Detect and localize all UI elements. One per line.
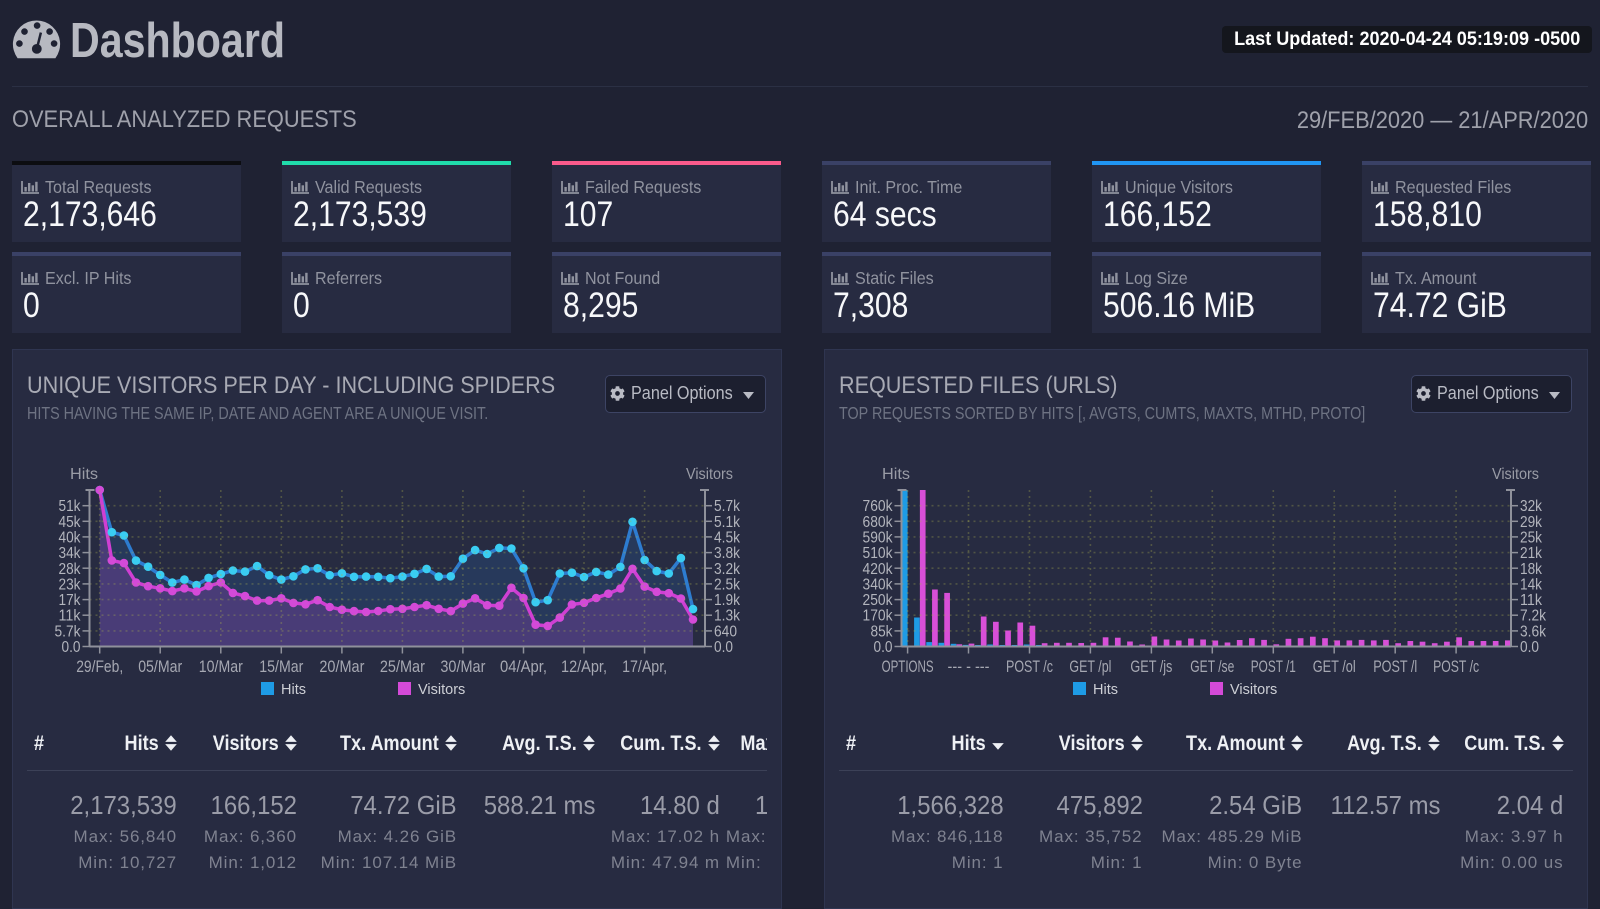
svg-text:17/Apr,: 17/Apr, — [622, 657, 667, 676]
svg-text:23k: 23k — [59, 576, 82, 593]
svg-text:15/Mar: 15/Mar — [259, 657, 303, 676]
svg-text:510k: 510k — [863, 545, 894, 562]
svg-text:760k: 760k — [863, 498, 894, 515]
svg-text:14k: 14k — [1520, 576, 1543, 593]
svg-text:GET /se: GET /se — [1190, 657, 1234, 676]
svg-text:GET /pl: GET /pl — [1069, 657, 1111, 676]
svg-text:POST /1: POST /1 — [1251, 657, 1296, 676]
svg-text:29/Feb,: 29/Feb, — [76, 657, 123, 676]
svg-text:4.5k: 4.5k — [714, 529, 741, 546]
svg-text:OPTIONS: OPTIONS — [882, 657, 934, 676]
svg-text:17k: 17k — [59, 592, 82, 609]
svg-text:170k: 170k — [863, 608, 894, 625]
svg-text:25/Mar: 25/Mar — [380, 657, 425, 676]
svg-text:340k: 340k — [863, 576, 894, 593]
svg-text:3.2k: 3.2k — [714, 561, 741, 578]
svg-text:0.0: 0.0 — [62, 639, 81, 656]
svg-text:21k: 21k — [1520, 545, 1543, 562]
svg-text:--- - ---: --- - --- — [948, 657, 990, 676]
svg-text:1.3k: 1.3k — [714, 608, 741, 625]
svg-text:Visitors: Visitors — [418, 682, 465, 698]
svg-text:29k: 29k — [1520, 514, 1543, 531]
svg-text:30/Mar: 30/Mar — [440, 657, 485, 676]
svg-text:Visitors: Visitors — [686, 466, 733, 483]
svg-text:10/Mar: 10/Mar — [199, 657, 243, 676]
svg-text:POST /c: POST /c — [1433, 657, 1479, 676]
svg-text:11k: 11k — [1520, 592, 1543, 609]
svg-text:11k: 11k — [59, 608, 82, 625]
svg-text:0.0: 0.0 — [874, 639, 893, 656]
svg-text:7.2k: 7.2k — [1520, 608, 1547, 625]
svg-text:51k: 51k — [59, 498, 82, 515]
svg-text:680k: 680k — [863, 514, 894, 531]
svg-text:Hits: Hits — [281, 682, 306, 698]
svg-text:Hits: Hits — [882, 466, 910, 483]
svg-text:3.6k: 3.6k — [1520, 623, 1547, 640]
svg-text:28k: 28k — [59, 561, 82, 578]
svg-text:250k: 250k — [863, 592, 894, 609]
svg-text:04/Apr,: 04/Apr, — [500, 657, 547, 676]
svg-text:85k: 85k — [871, 623, 894, 640]
svg-text:590k: 590k — [863, 529, 894, 546]
svg-text:34k: 34k — [59, 545, 82, 562]
svg-text:0.0: 0.0 — [1520, 639, 1539, 656]
svg-text:Hits: Hits — [1093, 682, 1118, 698]
svg-text:Visitors: Visitors — [1492, 466, 1539, 483]
svg-text:1.9k: 1.9k — [714, 592, 741, 609]
svg-text:5.7k: 5.7k — [55, 623, 82, 640]
svg-text:420k: 420k — [863, 561, 894, 578]
svg-text:Hits: Hits — [70, 466, 98, 483]
svg-text:32k: 32k — [1520, 498, 1543, 515]
svg-text:Visitors: Visitors — [1230, 682, 1277, 698]
svg-text:POST /c: POST /c — [1006, 657, 1053, 676]
svg-text:5.7k: 5.7k — [714, 498, 741, 515]
svg-text:POST /l: POST /l — [1373, 657, 1417, 676]
svg-text:GET /js: GET /js — [1130, 657, 1172, 676]
svg-text:640: 640 — [714, 623, 737, 640]
svg-text:05/Mar: 05/Mar — [138, 657, 182, 676]
svg-text:25k: 25k — [1520, 529, 1543, 546]
svg-text:5.1k: 5.1k — [714, 514, 741, 531]
svg-text:GET /ol: GET /ol — [1313, 657, 1356, 676]
svg-text:0.0: 0.0 — [714, 639, 733, 656]
svg-text:18k: 18k — [1520, 561, 1543, 578]
svg-text:12/Apr,: 12/Apr, — [561, 657, 607, 676]
svg-text:2.5k: 2.5k — [714, 576, 741, 593]
svg-text:20/Mar: 20/Mar — [319, 657, 364, 676]
svg-text:40k: 40k — [59, 529, 82, 546]
svg-text:3.8k: 3.8k — [714, 545, 741, 562]
svg-text:45k: 45k — [59, 514, 82, 531]
